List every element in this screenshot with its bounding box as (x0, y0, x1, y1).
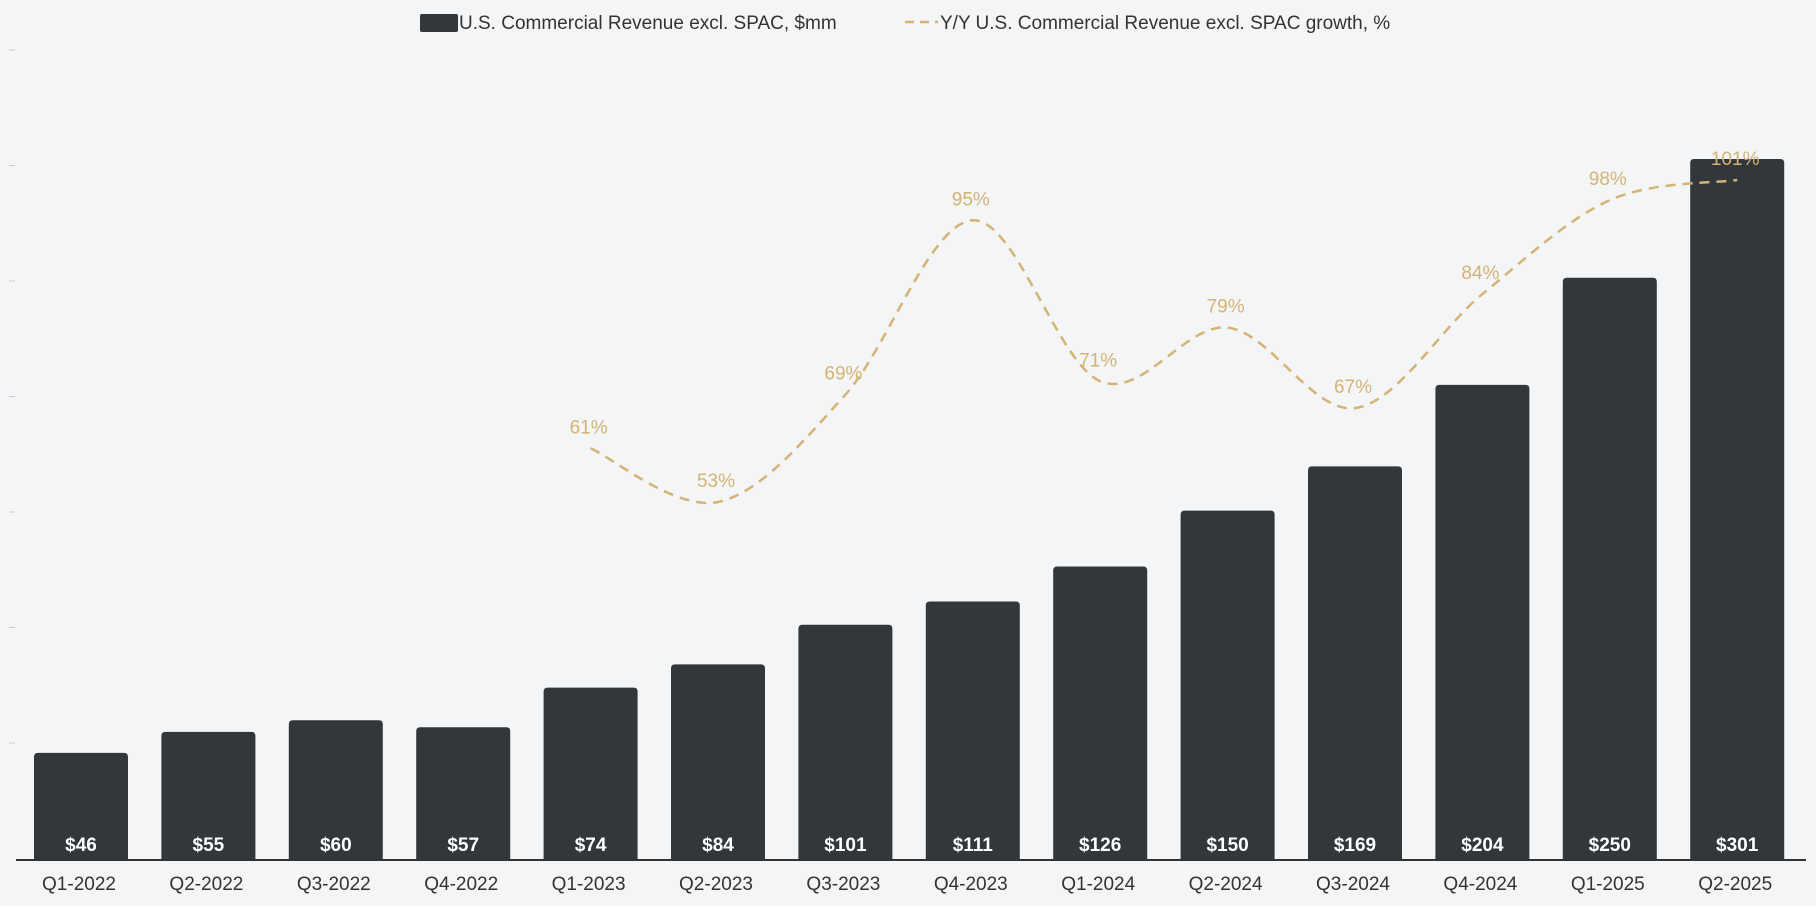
bar (34, 752, 128, 860)
growth-label: 61% (570, 417, 608, 438)
bar (543, 687, 638, 860)
bar (798, 624, 893, 860)
bar (1562, 277, 1657, 861)
x-tick-label: Q2-2023 (679, 874, 753, 895)
bar (1435, 384, 1530, 860)
growth-label: 101% (1711, 149, 1760, 170)
bar (671, 664, 765, 860)
growth-label: 71% (1079, 350, 1117, 371)
growth-line (590, 178, 1738, 505)
growth-label: 67% (1334, 377, 1372, 398)
growth-label: 53% (697, 471, 735, 492)
bar-value-label: $150 (1206, 835, 1248, 856)
bar (288, 720, 383, 860)
x-tick-label: Q1-2024 (1061, 874, 1135, 895)
x-axis-labels: Q1-2022 Q2-2022 Q3-2022 Q4-2022 Q1-2023 Q2-20… (42, 874, 1772, 895)
y-axis-ticks (9, 49, 15, 744)
bar (416, 727, 511, 860)
x-tick-label: Q2-2025 (1698, 874, 1772, 895)
x-tick-label: Q4-2022 (424, 874, 498, 895)
legend-line-label: Y/Y U.S. Commercial Revenue excl. SPAC g… (940, 13, 1390, 34)
x-tick-label: Q3-2024 (1316, 874, 1390, 895)
bar (161, 731, 256, 860)
bar-value-label: $169 (1334, 835, 1376, 856)
growth-labels: 61% 53% 69% 95% 71% 79% 67% 84% 98% 101% (570, 149, 1760, 492)
legend: U.S. Commercial Revenue excl. SPAC, $mm … (420, 13, 1390, 34)
x-tick-label: Q2-2022 (169, 874, 243, 895)
bar-series (34, 159, 1785, 861)
bar (1690, 159, 1785, 860)
legend-bar-swatch (420, 14, 458, 32)
growth-label: 98% (1589, 169, 1627, 190)
bar-value-label: $60 (320, 835, 352, 856)
bar-value-label: $111 (953, 835, 994, 856)
growth-label: 95% (952, 189, 990, 210)
legend-bar-label: U.S. Commercial Revenue excl. SPAC, $mm (459, 13, 837, 34)
bar-value-label: $46 (65, 835, 97, 856)
x-tick-label: Q3-2022 (297, 874, 371, 895)
bar-value-label: $55 (193, 835, 225, 856)
bar-value-label: $250 (1589, 835, 1631, 856)
bar (925, 601, 1020, 860)
x-tick-label: Q1-2025 (1571, 874, 1645, 895)
bar (1053, 566, 1148, 860)
growth-label: 84% (1461, 263, 1499, 284)
growth-label: 69% (824, 364, 862, 385)
x-tick-label: Q1-2023 (552, 874, 626, 895)
x-tick-label: Q3-2023 (806, 874, 880, 895)
bar (1180, 510, 1275, 860)
x-tick-label: Q2-2024 (1189, 874, 1263, 895)
bar-value-label: $204 (1461, 835, 1504, 856)
bar-value-label: $74 (575, 835, 607, 856)
x-tick-label: Q1-2022 (42, 874, 116, 895)
x-tick-label: Q4-2023 (934, 874, 1008, 895)
bar-value-label: $57 (447, 835, 479, 856)
bar (1308, 466, 1402, 860)
bar-value-label: $101 (824, 835, 867, 856)
bar-value-label: $84 (702, 835, 734, 856)
bar-value-label: $126 (1079, 835, 1121, 856)
growth-label: 79% (1207, 297, 1245, 318)
x-tick-label: Q4-2024 (1443, 874, 1517, 895)
bar-value-label: $301 (1716, 835, 1759, 856)
bar-value-labels: $46 $55 $60 $57 $74 $84 $101 $111 $126 $150 $169 $2… (65, 835, 1759, 856)
